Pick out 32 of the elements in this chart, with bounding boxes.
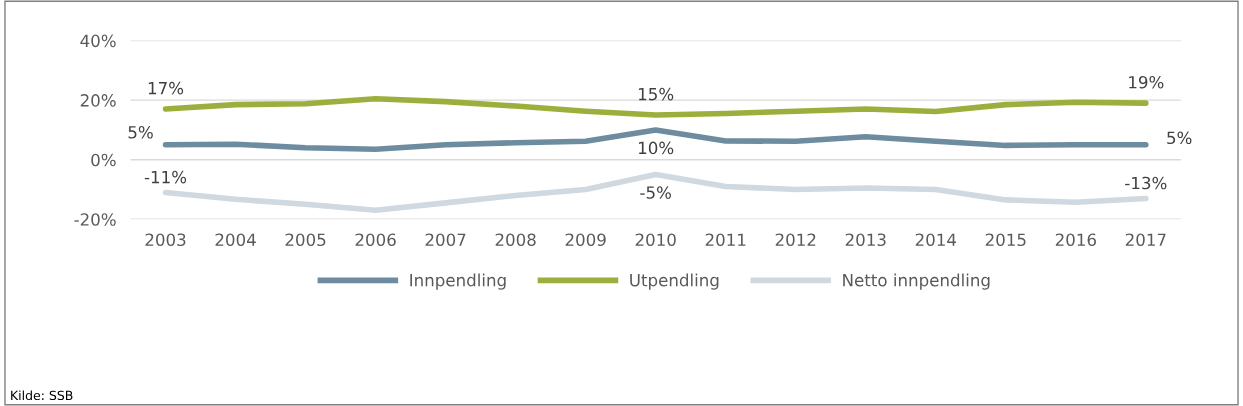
legend-label: Innpendling (410, 273, 506, 290)
x-tick-label: 2005 (285, 233, 326, 247)
x-tick-label: 2007 (425, 233, 466, 247)
y-tick-label: 40% (80, 34, 116, 48)
x-tick-label: 2013 (845, 233, 886, 247)
x-tick-label: 2014 (915, 233, 957, 247)
data-label: 5% (128, 125, 153, 139)
x-tick-label: 2015 (985, 233, 1026, 247)
data-label: 17% (148, 81, 184, 95)
data-label: 10% (638, 141, 674, 155)
x-tick-label: 2011 (705, 233, 746, 247)
y-tick-label: 20% (80, 94, 116, 107)
x-tick-label: 2003 (145, 233, 186, 247)
legend-label: Netto innpendling (843, 273, 990, 290)
data-label: 19% (1129, 75, 1164, 89)
x-tick-label: 2010 (635, 233, 676, 247)
text: Kilde: SSB (11, 390, 73, 401)
legend-label: Utpendling (630, 273, 719, 290)
y-tick-label: 0% (91, 153, 116, 167)
data-label: 15% (638, 87, 674, 101)
data-label: -5% (640, 186, 671, 199)
x-tick-label: 2006 (355, 233, 396, 247)
x-tick-label: 2009 (565, 233, 606, 247)
y-tick-label: -20% (74, 213, 116, 226)
data-label: -11% (144, 170, 187, 184)
x-tick-label: 2012 (775, 233, 816, 247)
data-label: -13% (1125, 176, 1167, 190)
data-label: 5% (1167, 131, 1192, 145)
x-tick-label: 2017 (1125, 233, 1166, 247)
x-tick-label: 2008 (495, 233, 536, 247)
x-tick-label: 2004 (215, 233, 256, 247)
x-tick-label: 2016 (1055, 233, 1096, 247)
